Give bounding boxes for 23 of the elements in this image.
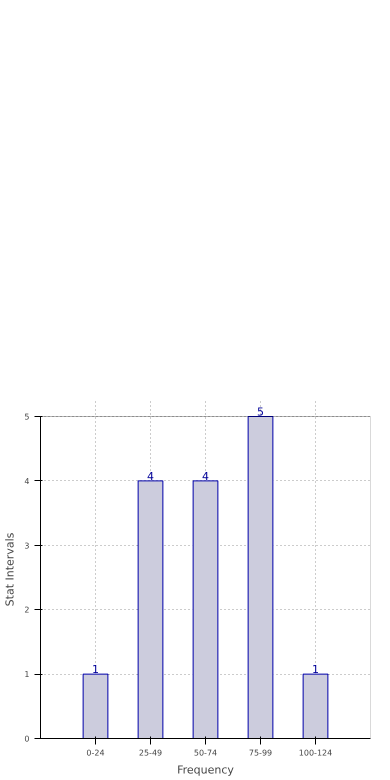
data-label: 5 xyxy=(257,406,264,418)
x-tick-label: 75-99 xyxy=(248,748,272,758)
y-tick-label: 0 xyxy=(24,734,30,744)
y-tick-label: 3 xyxy=(24,541,30,550)
x-tick-label: 0-24 xyxy=(86,748,105,758)
x-axis-title: Frequency xyxy=(177,764,234,776)
data-label: 4 xyxy=(147,470,154,483)
bar xyxy=(138,480,164,738)
bar xyxy=(302,674,328,738)
y-tick-label: 5 xyxy=(24,412,30,422)
bar xyxy=(82,674,108,738)
bar xyxy=(248,416,274,738)
y-tick-label: 1 xyxy=(24,670,30,680)
data-label: 4 xyxy=(202,470,209,483)
bar xyxy=(192,480,218,738)
x-tick-label: 50-74 xyxy=(194,748,218,758)
y-tick-label: 2 xyxy=(24,606,30,615)
data-label: 1 xyxy=(312,663,319,676)
data-label: 1 xyxy=(92,663,99,676)
x-tick-label: 100-124 xyxy=(298,748,332,758)
y-axis-title: Stat Intervals xyxy=(3,532,16,606)
y-tick-label: 4 xyxy=(24,476,30,486)
x-tick-label: 25-49 xyxy=(138,748,162,758)
